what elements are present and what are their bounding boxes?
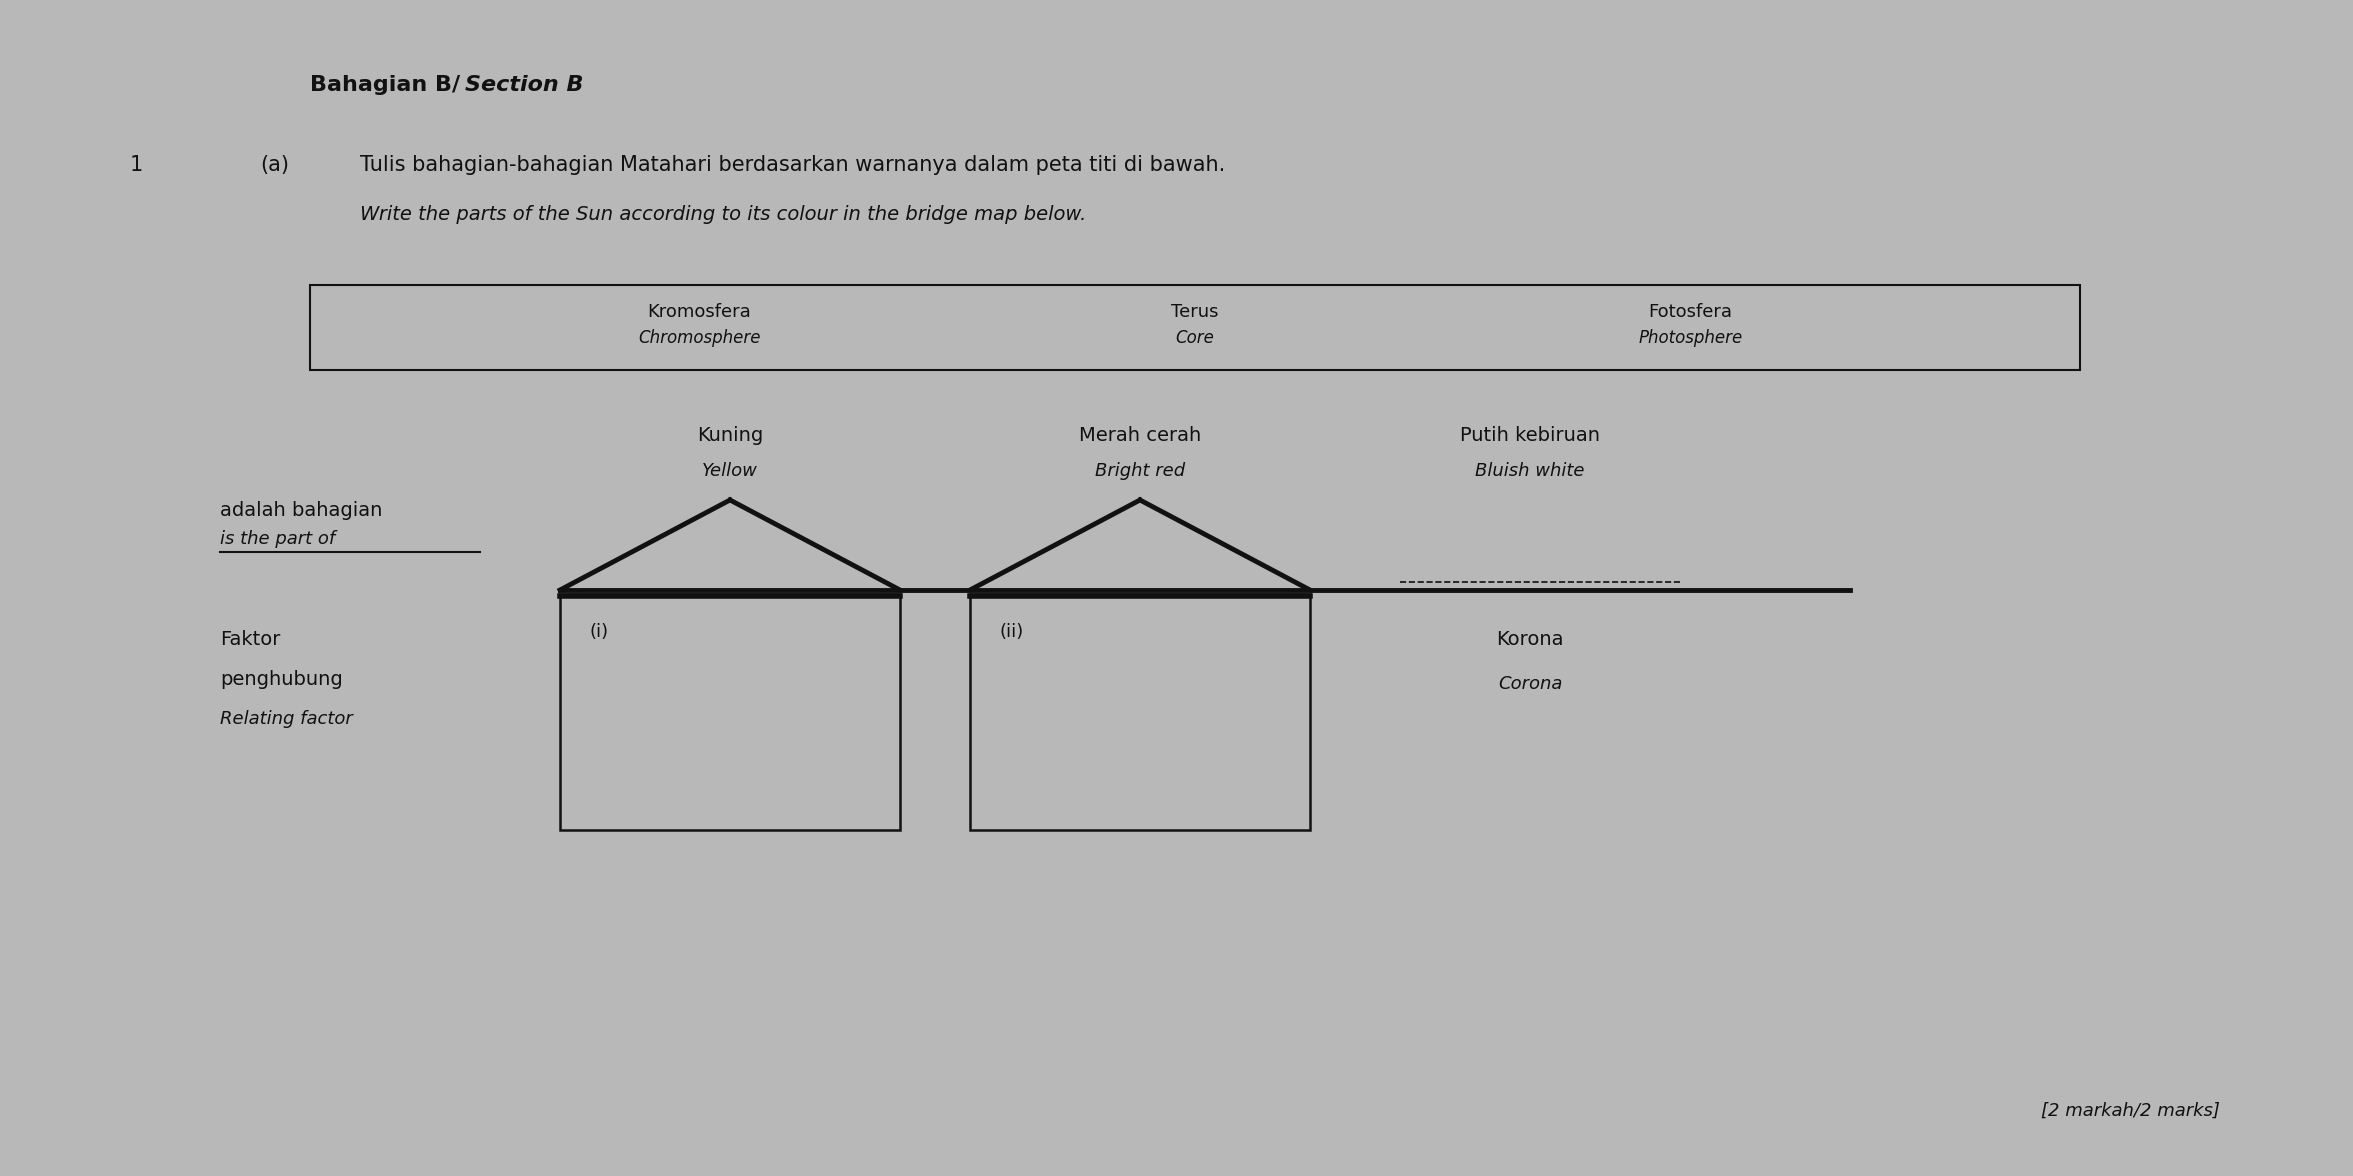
Text: Putih kebiruan: Putih kebiruan — [1459, 426, 1600, 445]
Text: Write the parts of the Sun according to its colour in the bridge map below.: Write the parts of the Sun according to … — [360, 205, 1087, 223]
Bar — [311, 285, 2080, 370]
Text: Chromosphere: Chromosphere — [638, 329, 760, 347]
Text: Relating factor: Relating factor — [219, 710, 353, 728]
Text: (i): (i) — [591, 623, 609, 641]
Text: [2 markah/2 marks]: [2 markah/2 marks] — [2040, 1102, 2219, 1120]
Text: Korona: Korona — [1497, 630, 1565, 649]
Text: Kuning: Kuning — [696, 426, 762, 445]
Text: adalah bahagian: adalah bahagian — [219, 501, 384, 520]
Text: (a): (a) — [259, 155, 289, 175]
Text: Bright red: Bright red — [1094, 462, 1186, 480]
Text: Faktor: Faktor — [219, 630, 280, 649]
Text: penghubung: penghubung — [219, 670, 344, 689]
Text: (ii): (ii) — [1000, 623, 1024, 641]
Text: Tulis bahagian-bahagian Matahari berdasarkan warnanya dalam peta titi di bawah.: Tulis bahagian-bahagian Matahari berdasa… — [360, 155, 1226, 175]
Text: Terus: Terus — [1172, 303, 1219, 321]
Text: Section B: Section B — [466, 75, 584, 95]
Text: Merah cerah: Merah cerah — [1080, 426, 1200, 445]
Text: Yellow: Yellow — [701, 462, 758, 480]
Text: 1: 1 — [129, 155, 144, 175]
Text: Bahagian B/: Bahagian B/ — [311, 75, 468, 95]
Text: Corona: Corona — [1499, 675, 1562, 693]
Bar — [969, 594, 1311, 830]
Text: Kromosfera: Kromosfera — [647, 303, 751, 321]
Text: Bluish white: Bluish white — [1475, 462, 1586, 480]
Bar — [560, 594, 899, 830]
Text: Fotosfera: Fotosfera — [1649, 303, 1732, 321]
Text: Photosphere: Photosphere — [1638, 329, 1744, 347]
Text: is the part of: is the part of — [219, 530, 334, 548]
Text: Core: Core — [1176, 329, 1214, 347]
